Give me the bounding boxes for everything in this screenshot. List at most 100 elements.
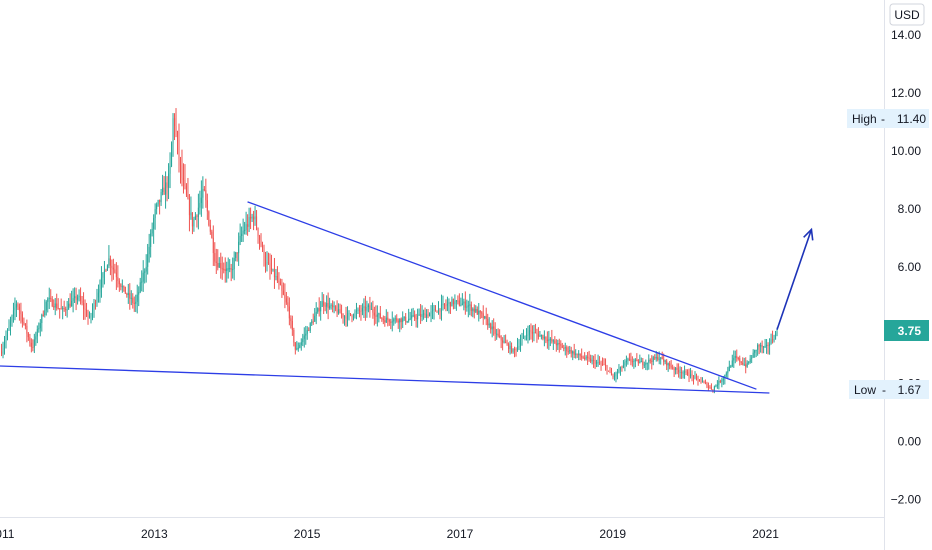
price-candle [38,328,40,330]
price-candle [746,362,748,367]
price-candle [581,356,583,358]
price-candle [151,228,153,234]
price-candle [260,239,262,246]
price-candle [449,302,451,307]
price-candle [223,268,225,270]
price-candle [5,336,7,343]
price-candle [361,307,363,312]
price-candle [32,347,34,349]
price-candle [599,362,601,364]
price-candle [9,321,11,327]
price-candle [349,313,352,315]
price-candle [303,335,305,339]
price-candle [330,304,332,306]
y-tick-label: 12.00 [891,86,921,100]
price-candle [84,308,86,310]
price-candle [127,293,129,295]
price-candle [375,315,377,317]
price-candle [150,233,152,247]
price-candle [194,215,196,220]
low-marker: Low - 1.67 [849,380,929,399]
price-candle [103,270,105,273]
price-candle [159,199,161,203]
trendline-upper[interactable] [247,201,757,390]
price-candle [363,306,365,308]
price-candle [733,357,735,361]
price-candle [567,351,569,353]
price-candle [3,342,6,348]
price-candle [75,296,77,300]
price-candle [764,346,766,348]
price-candle [657,356,659,360]
price-candle [540,335,542,337]
price-candle [710,387,712,390]
currency-badge[interactable]: USD [889,3,925,26]
time-axis[interactable]: 2011 2013 2015 2017 2019 2021 [0,527,779,541]
price-candle [621,367,623,369]
price-candle [417,315,419,320]
price-candle [14,307,16,311]
price-candle [587,356,589,358]
price-candle [218,263,220,268]
price-candle [625,360,627,363]
price-candle [742,362,744,365]
price-candle [508,344,510,350]
price-candle [327,302,329,309]
price-candle [393,319,395,322]
price-candle [645,362,647,365]
trendline-lower[interactable] [0,365,770,394]
price-candle [175,125,177,132]
projection-arrow[interactable] [776,229,813,330]
price-candle [511,345,513,352]
price-candle [120,284,122,287]
price-candle [770,339,772,344]
price-candle [678,369,680,373]
price-candle [230,268,232,270]
price-candle [381,317,383,319]
price-candle [670,365,672,368]
price-candle [748,362,750,364]
price-candle [226,268,228,271]
price-candle [561,345,563,348]
high-marker-dash: - [881,112,885,126]
price-candle [300,342,302,346]
price-candle [379,313,381,318]
price-candle [12,310,14,316]
price-candle [42,314,44,316]
price-candle [236,252,238,254]
x-tick-label: 2015 [294,527,321,541]
price-candle [215,261,217,263]
price-candle [326,302,328,307]
price-candle [144,271,146,273]
price-candle [522,336,525,339]
price-candle [631,361,633,363]
price-candle [412,315,414,317]
price-candle [439,308,441,312]
plot-area[interactable] [0,108,814,394]
price-candle [154,209,156,219]
price-candle [769,343,771,346]
price-candle [160,192,162,203]
price-candle [761,345,763,348]
price-candle [296,348,298,350]
price-candle [420,314,422,317]
price-candle [695,376,698,378]
price-candle [87,315,89,317]
price-candle [593,360,595,362]
price-candle [253,216,255,220]
price-candle [740,361,742,363]
price-candle [600,363,602,365]
price-candle [476,308,478,315]
price-candle [251,216,253,219]
price-candle [190,212,192,216]
price-candle [682,372,684,374]
price-candle [11,315,13,322]
projection-arrow-head [803,227,814,241]
price-candle [315,311,317,316]
price-candle [776,332,778,334]
price-candle [537,334,539,337]
x-tick-label: 2013 [141,527,168,541]
price-candle [394,318,396,320]
